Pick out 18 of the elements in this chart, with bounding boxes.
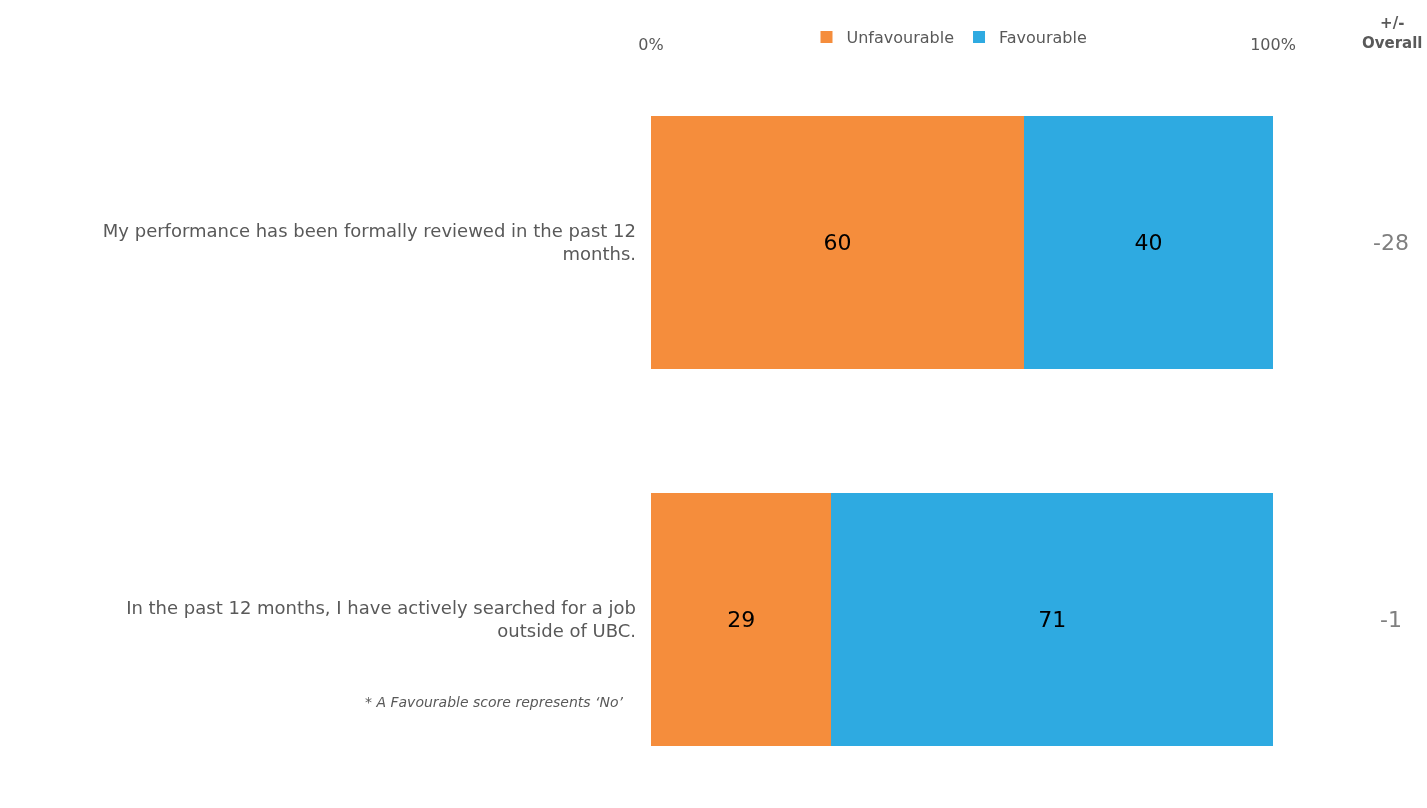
text: * A Favourable score represents ‘No’: [365, 694, 624, 710]
text: -28: [1373, 230, 1409, 255]
x-tick-label: 100%: [1250, 34, 1296, 54]
text: -1: [1380, 607, 1402, 632]
bar: [651, 493, 832, 746]
data-label: 29: [727, 607, 756, 633]
bar: [1024, 116, 1273, 369]
data-label: 71: [1038, 607, 1067, 633]
x-tick-label: 0%: [638, 34, 664, 54]
data-label: 60: [823, 230, 852, 255]
legend-label: Favourable: [999, 28, 1087, 48]
bar: [651, 116, 1025, 369]
y-tick-label: My performance has been formally reviewed in the past 12 months.: [102, 220, 636, 265]
data-label: 40: [1134, 230, 1163, 255]
bar: [831, 493, 1273, 746]
legend-label: Unfavourable: [846, 28, 955, 48]
y-tick-label: In the past 12 months, I have actively searched for a job outside of UBC.: [126, 597, 636, 642]
text: +/- Overall: [1362, 14, 1423, 52]
